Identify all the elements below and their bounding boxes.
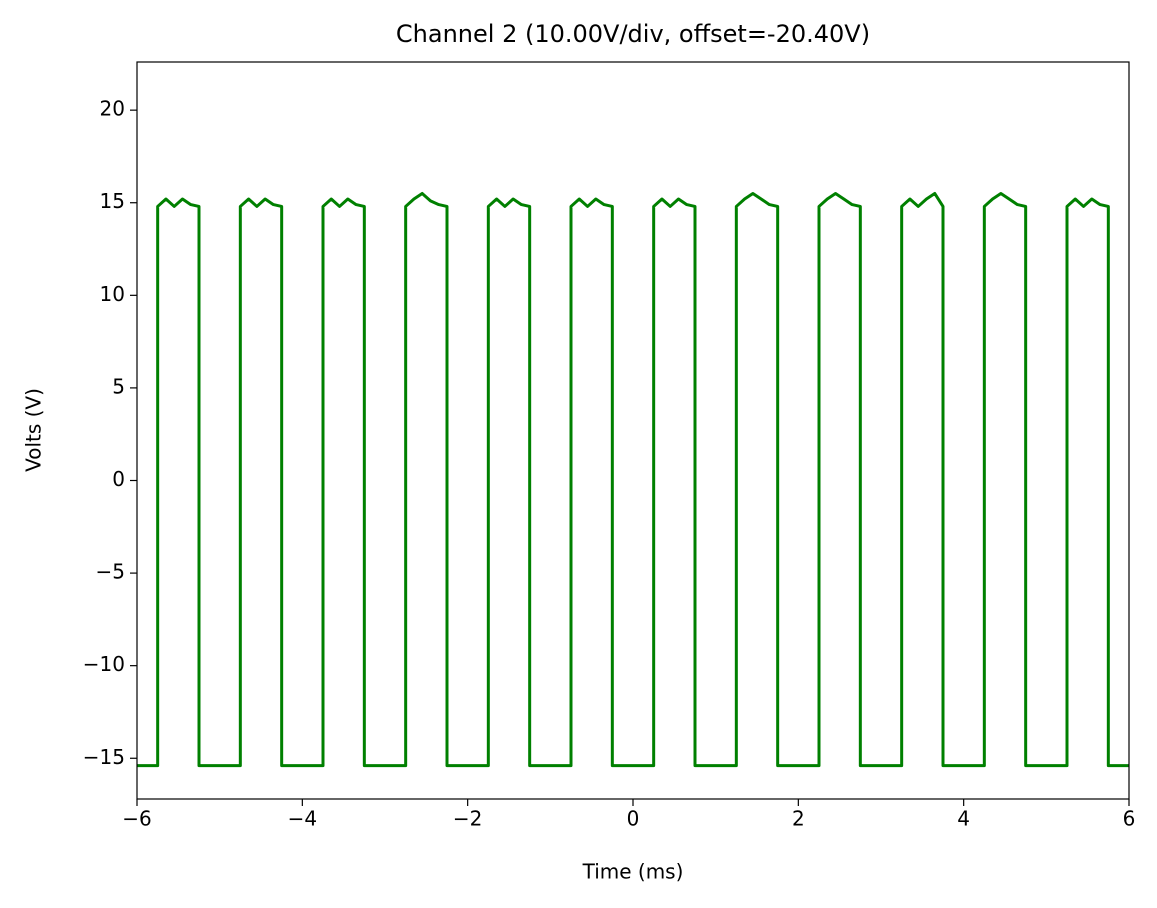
x-tick-label: 0 [627, 807, 640, 831]
y-tick-label: −5 [96, 560, 125, 584]
data-line [137, 191, 1129, 768]
x-tick-label: −6 [122, 807, 151, 831]
x-tick-label: 4 [957, 807, 970, 831]
x-tick-label: 2 [792, 807, 805, 831]
y-axis-label: Volts (V) [22, 388, 46, 472]
y-tick-label: 5 [112, 374, 125, 398]
x-tick-label: −2 [453, 807, 482, 831]
chart-title: Channel 2 (10.00V/div, offset=-20.40V) [396, 20, 870, 48]
x-axis-label: Time (ms) [582, 860, 684, 884]
x-tick-label: 6 [1123, 807, 1136, 831]
y-tick-label: 15 [100, 189, 125, 213]
y-tick-label: 10 [100, 282, 125, 306]
plot-frame [136, 61, 1130, 800]
y-tick-label: 20 [100, 97, 125, 121]
x-tick-label: −4 [288, 807, 317, 831]
y-tick-label: −10 [83, 652, 125, 676]
y-tick-label: 0 [112, 467, 125, 491]
y-tick-label: −15 [83, 745, 125, 769]
